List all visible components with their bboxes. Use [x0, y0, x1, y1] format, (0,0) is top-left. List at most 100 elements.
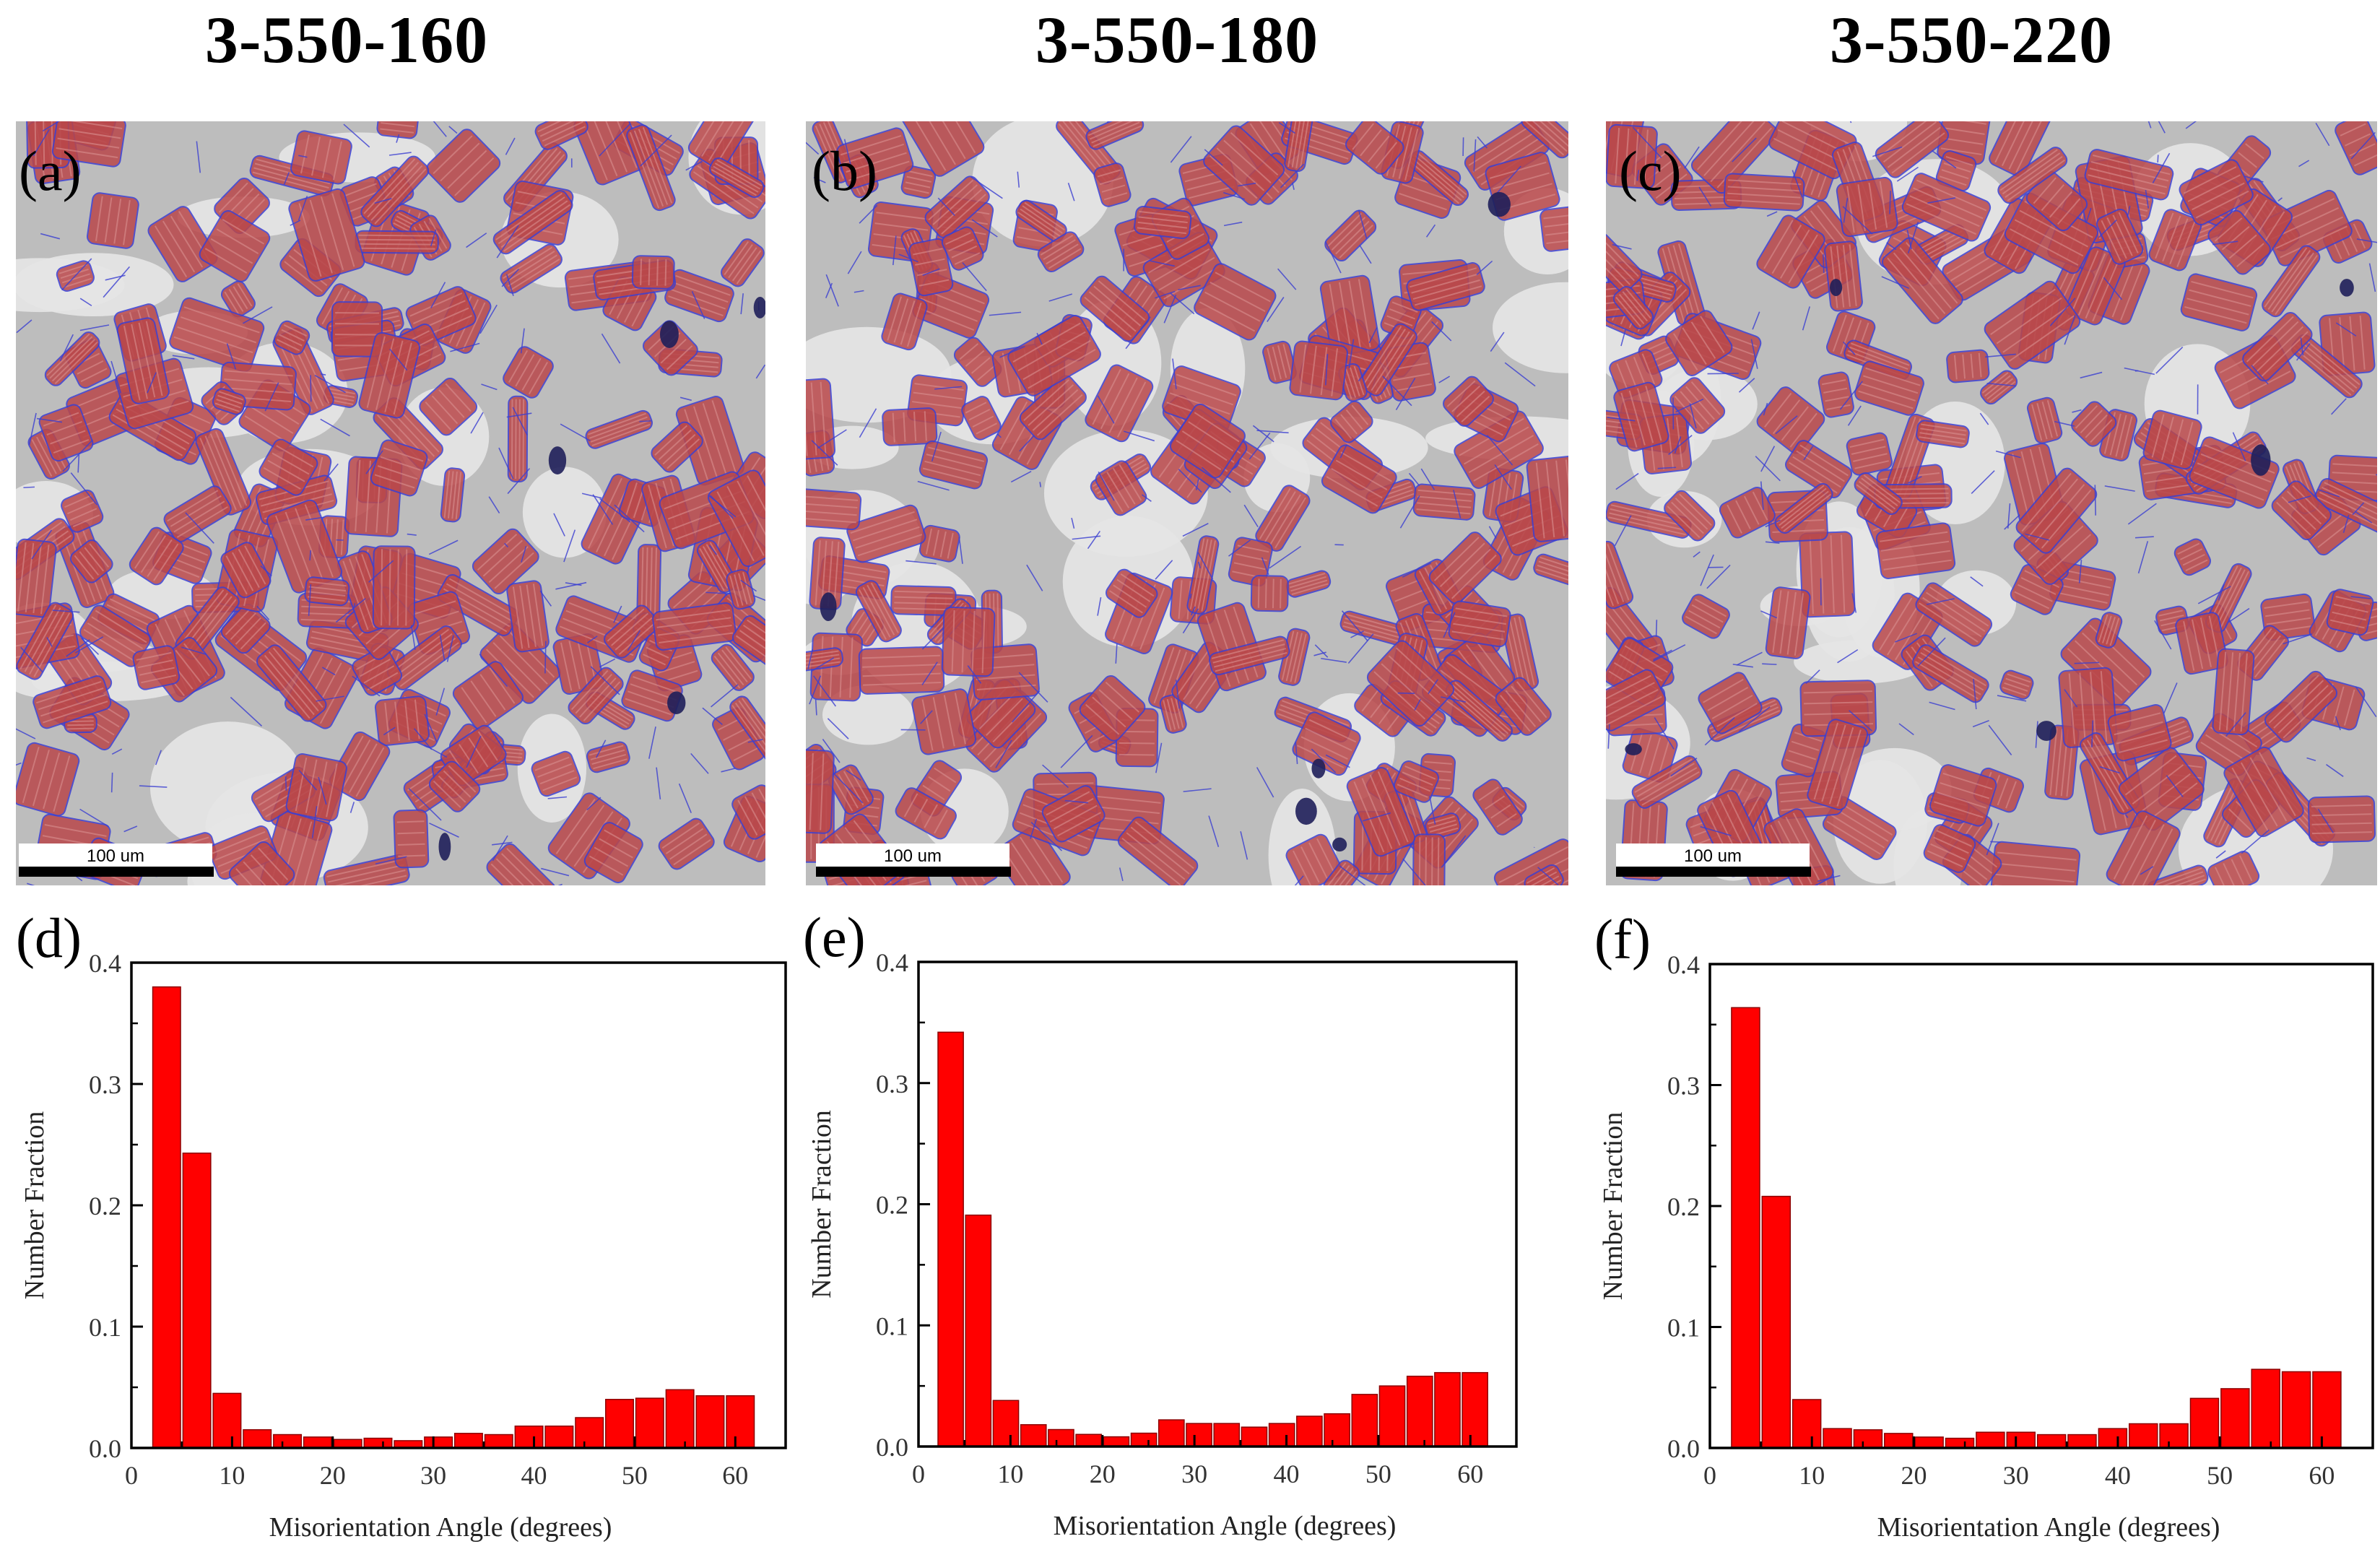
plot-frame — [130, 961, 787, 1449]
x-tick-label: 30 — [420, 1461, 446, 1490]
x-tick-label: 60 — [722, 1461, 748, 1490]
bar — [695, 1395, 725, 1449]
y-tick-label: 0.3 — [876, 1070, 908, 1098]
x-tick-label: 0 — [1703, 1461, 1716, 1490]
column-title: 3-550-220 — [1829, 3, 2114, 77]
y-tick-label: 0.3 — [89, 1070, 121, 1099]
bar — [1213, 1423, 1241, 1447]
x-tick-label: 30 — [2003, 1461, 2029, 1490]
ebsd-map — [1606, 121, 2377, 885]
panel-label: (c) — [1619, 139, 1682, 202]
y-tick-label: 0.4 — [876, 948, 908, 977]
bar — [1268, 1423, 1295, 1447]
bar — [453, 1433, 483, 1449]
bar — [1075, 1434, 1102, 1447]
bar — [1853, 1429, 1883, 1449]
bar — [1945, 1437, 1975, 1449]
bar — [2312, 1371, 2342, 1449]
bar — [1823, 1428, 1852, 1449]
x-axis-label: Misorientation Angle (degrees) — [269, 1512, 612, 1543]
scale-bar: 100 um — [816, 843, 1011, 877]
bar — [1731, 1007, 1760, 1449]
bar — [1976, 1431, 2005, 1449]
bar — [2006, 1431, 2036, 1449]
bar — [303, 1436, 332, 1449]
y-tick-label: 0.1 — [89, 1313, 121, 1342]
x-tick-label: 60 — [2309, 1461, 2335, 1490]
bar — [1324, 1413, 1350, 1447]
plot-frame — [917, 960, 1518, 1448]
bar — [937, 1031, 964, 1447]
bar — [575, 1417, 604, 1449]
x-tick-label: 10 — [997, 1460, 1023, 1488]
x-tick-label: 30 — [1181, 1460, 1207, 1488]
bar — [2036, 1434, 2067, 1449]
scale-bar-label: 100 um — [19, 843, 212, 867]
bar — [1406, 1375, 1433, 1447]
bar — [2098, 1428, 2128, 1449]
bar — [1351, 1394, 1378, 1447]
y-axis-label: Number Fraction — [807, 1110, 837, 1298]
panel-label: (f) — [1594, 908, 1651, 971]
bar — [1884, 1433, 1914, 1449]
ebsd-map — [806, 121, 1568, 885]
bar — [363, 1437, 393, 1449]
x-tick-label: 60 — [1457, 1460, 1483, 1488]
bar — [1020, 1424, 1047, 1447]
bar — [243, 1429, 272, 1449]
panel-label: (e) — [803, 906, 866, 968]
bar — [2067, 1434, 2097, 1449]
micrograph-b: (b) 100 um — [806, 121, 1568, 885]
bar — [2281, 1371, 2311, 1449]
column-title: 3-550-160 — [204, 3, 489, 77]
histogram-f: 0 10 20 30 40 50 60 0.0 0.1 0.2 0.3 0.4 Misorientati… — [1594, 908, 2374, 1543]
scale-bar: 100 um — [1616, 843, 1811, 877]
x-tick-label: 20 — [320, 1461, 346, 1490]
y-tick-label: 0.0 — [876, 1433, 908, 1462]
y-axis-label: Number Fraction — [19, 1111, 50, 1300]
bar — [182, 1153, 212, 1449]
micrograph-a: (a) 100 um — [16, 121, 765, 885]
ebsd-map — [16, 121, 765, 885]
y-tick-label: 0.0 — [1667, 1434, 1700, 1463]
bar — [1130, 1432, 1158, 1447]
x-tick-label: 20 — [1901, 1461, 1927, 1490]
micrograph-c: (c) 100 um — [1606, 121, 2377, 885]
bar — [1378, 1385, 1406, 1447]
bar — [1761, 1195, 1791, 1449]
bar — [273, 1434, 303, 1449]
scale-bar-label: 100 um — [816, 843, 1009, 867]
bar — [1296, 1415, 1323, 1447]
bar — [726, 1395, 755, 1449]
y-tick-label: 0.3 — [1667, 1072, 1700, 1101]
x-tick-label: 40 — [1274, 1460, 1300, 1488]
y-tick-label: 0.2 — [1667, 1192, 1700, 1221]
bar — [965, 1214, 992, 1447]
panel-label: (d) — [16, 906, 82, 969]
scale-bar-label: 100 um — [1616, 843, 1810, 867]
x-axis-label: Misorientation Angle (degrees) — [1054, 1511, 1397, 1541]
bar — [635, 1397, 664, 1449]
x-tick-label: 50 — [622, 1461, 648, 1490]
bar — [1914, 1436, 1944, 1449]
x-tick-label: 10 — [219, 1461, 245, 1490]
histogram-d: 0 10 20 30 40 50 60 0.0 0.1 0.2 0.3 0.4 Misorientati… — [16, 906, 787, 1543]
y-tick-label: 0.1 — [876, 1311, 908, 1340]
y-tick-label: 0.1 — [1667, 1314, 1700, 1343]
x-tick-label: 10 — [1799, 1461, 1825, 1490]
bar — [1158, 1419, 1185, 1447]
y-axis-label: Number Fraction — [1598, 1112, 1628, 1301]
bar — [1103, 1436, 1130, 1447]
bar — [514, 1426, 544, 1449]
x-axis-label: Misorientation Angle (degrees) — [1877, 1512, 2220, 1543]
bar — [212, 1392, 242, 1449]
bar — [992, 1400, 1020, 1447]
bar — [424, 1436, 453, 1449]
bar — [484, 1434, 513, 1449]
bar — [2220, 1388, 2250, 1449]
bar — [665, 1389, 695, 1449]
column-title: 3-550-180 — [1035, 3, 1319, 77]
y-tick-label: 0.4 — [89, 949, 121, 978]
panel-label: (a) — [19, 139, 82, 202]
y-tick-label: 0.0 — [89, 1434, 121, 1463]
